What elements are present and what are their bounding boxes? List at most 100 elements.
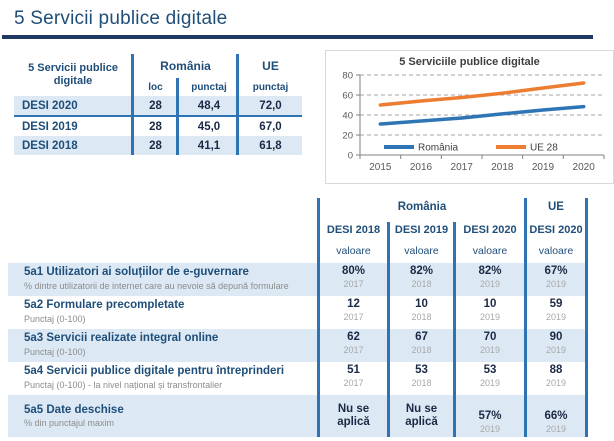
value-cell: 53 2019 xyxy=(456,362,524,395)
value: 51 xyxy=(347,364,360,376)
row-label: 5a2 Formulare precompletate Punctaj (0-1… xyxy=(8,296,308,329)
value: 90 xyxy=(549,331,563,343)
svg-text:80: 80 xyxy=(342,71,353,82)
summary-ue-value: 72,0 xyxy=(239,96,302,115)
summary-group-ue: UE xyxy=(262,59,279,73)
value: 53 xyxy=(415,364,428,376)
value-cell: 80% 2017 xyxy=(320,263,387,296)
year: 2019 xyxy=(545,311,567,322)
value-cell: 53 2018 xyxy=(390,362,453,395)
svg-text:UE 28: UE 28 xyxy=(530,143,558,154)
row-label: 5a4 Servicii publice digitale pentru înt… xyxy=(8,362,308,395)
detail-col-sub: valoare xyxy=(472,245,508,257)
value-cell: 90 2019 xyxy=(527,329,585,362)
value-cell: 70 2019 xyxy=(456,329,524,362)
summary-table: 5 Servicii publice digitale România UE l… xyxy=(14,54,302,155)
value-cell: 57% 2019 xyxy=(456,395,524,437)
value: 70 xyxy=(483,331,497,343)
desi2020-underline xyxy=(14,115,302,117)
year: 2019 xyxy=(479,344,501,355)
value-cell: 82% 2018 xyxy=(390,263,453,296)
detail-col-header: DESI 2020 xyxy=(463,224,517,236)
value: 57% xyxy=(478,409,502,422)
year: 2017 xyxy=(343,377,364,388)
row-label: 5a3 Servicii realizate integral online P… xyxy=(8,329,308,362)
value-cell: 10 2018 xyxy=(390,296,453,329)
row-subtitle: % din punctajul maxim xyxy=(24,418,115,429)
year: 2019 xyxy=(545,278,567,289)
year: 2019 xyxy=(479,278,501,289)
value: 82% xyxy=(409,265,434,277)
summary-punctaj-value: 48,4 xyxy=(179,96,239,115)
value: 67 xyxy=(415,331,428,343)
summary-row-label: DESI 2018 xyxy=(14,136,132,155)
chart: 5 Serviciile publice digitale 0 20 40 60 80 2… xyxy=(325,50,614,184)
value: 10 xyxy=(415,298,428,310)
page-title: 5 Servicii publice digitale xyxy=(14,8,228,29)
column-divider xyxy=(453,222,456,437)
detail-group-romania: România xyxy=(397,201,447,213)
detail-group-ue: UE xyxy=(548,201,564,213)
row-title: 5a3 Servicii realizate integral online xyxy=(24,332,219,344)
svg-text:2015: 2015 xyxy=(369,162,392,173)
value-cell: 88 2019 xyxy=(527,362,585,395)
value: 62 xyxy=(347,331,360,343)
row-title: 5a2 Formulare precompletate xyxy=(24,299,185,311)
summary-ue-value: 61,8 xyxy=(239,136,302,155)
value-cell: Nu se aplică xyxy=(390,395,453,437)
summary-col-punctaj-ue: punctaj xyxy=(252,81,289,93)
value-cell: 51 2017 xyxy=(320,362,387,395)
svg-text:40: 40 xyxy=(342,111,353,122)
summary-punctaj-value: 41,1 xyxy=(179,136,239,155)
value-cell: 62 2017 xyxy=(320,329,387,362)
summary-group-romania: România xyxy=(160,59,211,73)
year: 2019 xyxy=(479,424,501,434)
svg-text:0: 0 xyxy=(348,151,353,162)
value-cell: 67% 2019 xyxy=(527,263,585,296)
value: 80% xyxy=(341,265,366,277)
column-divider xyxy=(524,198,527,437)
detail-row: 5a5 Date deschise % din punctajul maxim … xyxy=(8,395,588,437)
row-title: 5a4 Servicii publice digitale pentru înt… xyxy=(24,365,285,377)
row-subtitle: Punctaj (0-100) xyxy=(24,346,86,357)
value-cell: Nu se aplică xyxy=(320,395,387,437)
detail-col-header: DESI 2018 xyxy=(326,224,381,236)
value: 82% xyxy=(478,265,502,277)
value-cell: 10 2019 xyxy=(456,296,524,329)
row-subtitle: Punctaj (0-100) xyxy=(24,313,86,324)
column-divider xyxy=(131,54,134,155)
detail-rows: 5a1 Utilizatori ai soluțiilor de e-guver… xyxy=(8,263,588,437)
value-cell: 66% 2019 xyxy=(527,395,585,437)
svg-text:2017: 2017 xyxy=(451,162,474,173)
value: 10 xyxy=(483,298,497,310)
detail-col-sub: valoare xyxy=(336,245,371,257)
title-rule xyxy=(2,35,593,39)
svg-text:2016: 2016 xyxy=(410,162,433,173)
column-divider xyxy=(387,222,390,437)
row-subtitle: Punctaj (0-100) - la nivel național și t… xyxy=(24,379,223,390)
svg-text:20: 20 xyxy=(342,131,353,142)
row-label: 5a5 Date deschise % din punctajul maxim xyxy=(8,395,308,437)
year: 2017 xyxy=(343,278,364,289)
value: 12 xyxy=(347,298,360,310)
svg-text:2018: 2018 xyxy=(491,162,514,173)
detail-col-header: DESI 2019 xyxy=(394,224,449,236)
detail-table: România UE DESI 2018 DESI 2019 DESI 2020… xyxy=(8,198,588,437)
svg-text:60: 60 xyxy=(342,91,353,102)
summary-corner-label: 5 Servicii publice digitale xyxy=(28,61,118,87)
summary-punctaj-value: 45,0 xyxy=(197,120,221,133)
column-divider xyxy=(317,198,320,437)
year: 2018 xyxy=(411,344,432,355)
year: 2019 xyxy=(479,377,501,388)
value-cell: 67 2018 xyxy=(390,329,453,362)
column-divider xyxy=(236,54,239,155)
svg-text:România: România xyxy=(418,143,458,154)
year: 2019 xyxy=(479,311,501,322)
value-cell: 12 2017 xyxy=(320,296,387,329)
value: 66% xyxy=(544,409,568,422)
value: 59 xyxy=(549,298,563,310)
year: 2019 xyxy=(545,344,567,355)
detail-row: 5a3 Servicii realizate integral online P… xyxy=(8,329,588,362)
value: 67% xyxy=(544,265,568,277)
year: 2018 xyxy=(411,311,432,322)
